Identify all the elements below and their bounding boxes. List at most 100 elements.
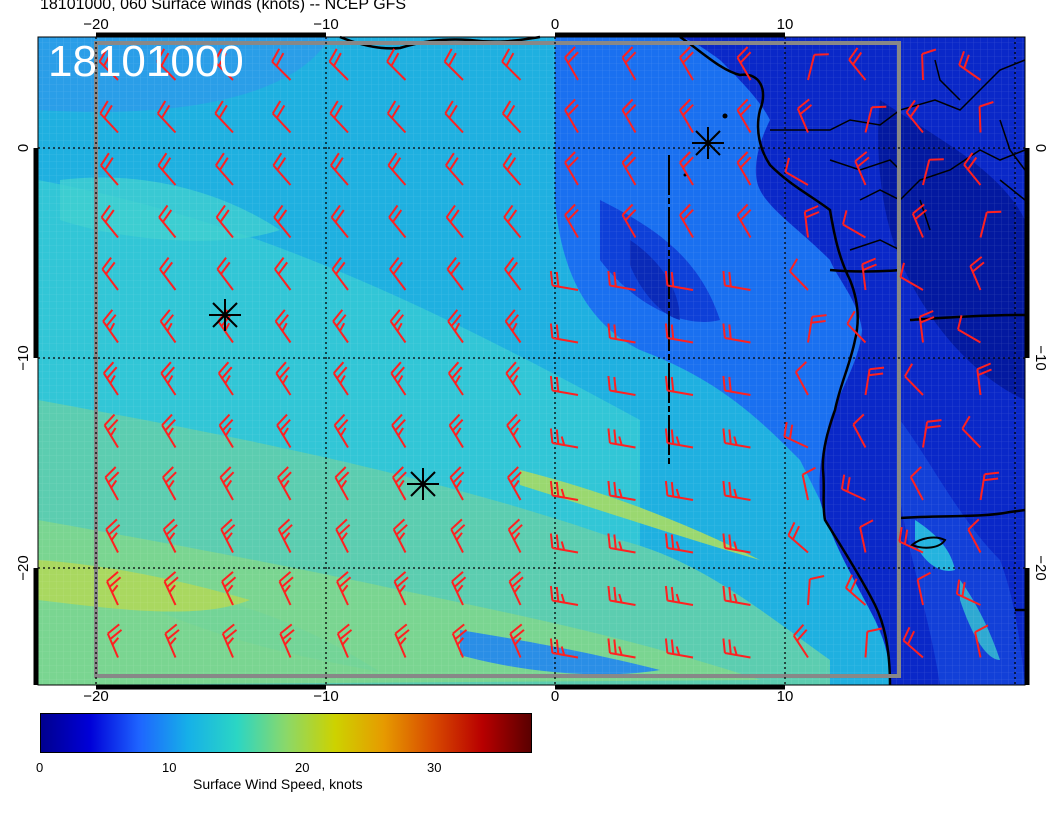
wind-barb-icon [156,100,177,134]
wind-barbs [98,46,1002,659]
wind-barb-icon [722,270,751,291]
wind-barb-icon [911,203,928,238]
wind-barb-icon [979,210,1002,238]
wind-barb-icon [330,152,349,186]
wind-barb-icon [722,638,751,659]
wind-barb-icon [159,309,177,344]
wind-barb-icon [106,571,122,606]
wind-barb-icon [213,48,234,81]
storm-marker-icon [407,468,439,500]
wind-barb-icon [334,466,350,501]
wind-barb-icon [864,627,882,658]
wind-barb-icon [448,413,464,449]
lon-label-bottom: −10 [313,688,338,705]
wind-barb-icon [621,98,637,134]
wind-barb-icon [607,533,636,554]
wind-barb-icon [861,257,877,291]
wind-barb-icon [215,152,234,186]
wind-barb-icon [214,100,234,134]
wind-barb-icon [394,623,410,658]
wind-barb-icon [664,323,694,344]
wind-barb-icon [979,471,1000,501]
wind-barb-icon [336,571,352,606]
wind-barb-icon [607,375,636,396]
wind-barb-icon [336,623,353,658]
wind-barb-icon [916,571,931,606]
wind-barb-icon [390,361,407,396]
wind-barb-icon [278,571,294,606]
coastline [339,35,1026,686]
wind-barb-icon [792,624,809,659]
wind-barb-icon [621,151,637,186]
wind-barb-icon [221,571,237,606]
wind-barb-icon [796,98,813,133]
wind-barb-icon [274,309,292,344]
wind-barb-icon [393,571,409,606]
lon-label-top: 10 [777,16,794,33]
lat-label-right: 0 [1032,144,1049,152]
wind-barb-icon [386,100,407,134]
wind-barb-icon [789,258,809,291]
wind-barb-icon [328,48,349,81]
wind-barb-icon [803,205,820,238]
wind-barb-icon [162,466,177,501]
wind-barb-icon [106,623,123,658]
wind-barb-icon [386,48,407,81]
wind-barb-icon [163,571,179,606]
wind-barb-icon [159,257,177,291]
wind-barb-icon [450,518,466,553]
wind-barb-icon [840,474,866,501]
wind-barb-icon [392,518,408,553]
wind-barb-icon [549,480,579,501]
wind-barb-icon [99,100,119,134]
axis-frame [33,32,1030,690]
region-box [94,41,901,678]
wind-barb-icon [503,204,522,239]
wind-barb-icon [722,375,751,396]
wind-barb-icon [103,413,119,449]
wind-barb-icon [157,152,177,186]
wind-barb-icon [957,315,982,344]
wind-barb-icon [549,638,579,659]
wind-barb-icon [564,98,579,134]
lon-label-top: −10 [313,16,338,33]
wind-barb-icon [391,413,407,449]
graticule [38,37,1025,685]
wind-barb-icon [898,526,924,554]
wind-barb-icon [807,314,827,343]
wind-barb-icon [902,626,924,659]
wind-barb-icon [332,309,349,344]
wind-barb-icon [967,518,982,553]
wind-barb-icon [277,466,292,501]
wind-barb-icon [736,46,752,81]
wind-barb-icon [664,375,694,396]
colorbar [40,713,532,753]
wind-barb-icon [275,361,292,396]
wind-speed-field [38,37,1025,685]
wind-barb-icon [549,585,579,606]
lon-label-bottom: 10 [777,688,794,705]
wind-barb-icon [664,480,694,501]
colorbar-tick: 0 [36,760,44,775]
wind-barb-icon [679,151,694,186]
wind-barb-icon [564,151,579,186]
wind-barb-icon [100,204,119,239]
wind-barb-icon [807,53,829,81]
wind-barb-icon [846,310,867,344]
wind-barb-icon [607,428,636,449]
wind-barb-icon [389,309,407,344]
wind-barb-icon [506,413,522,449]
wind-barb-icon [664,638,694,659]
wind-barb-icon [220,518,236,553]
wind-barb-icon [621,46,637,81]
figure-title: 18101000, 060 Surface winds (knots) -- N… [40,0,407,13]
wind-barb-icon [98,48,119,81]
wind-barb-icon [271,48,292,81]
wind-barb-icon [955,579,981,606]
wind-barb-icon [445,204,464,239]
wind-barb-icon [447,361,464,396]
wind-barb-icon [502,152,522,186]
wind-barb-icon [389,257,407,291]
colorbar-tick: 30 [427,760,442,775]
